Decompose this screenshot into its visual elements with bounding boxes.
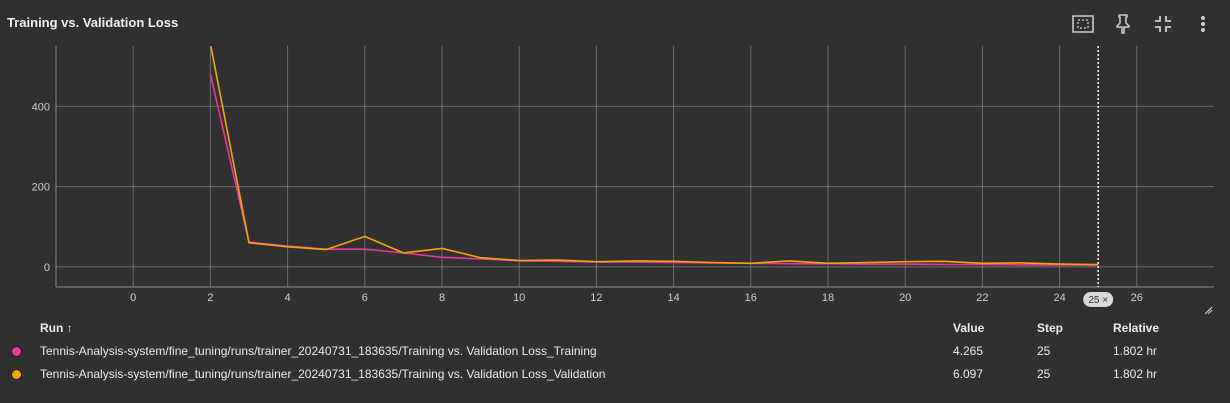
y-tick-label: 0 [44,262,50,274]
hover-step-label: 25 × [1088,295,1108,306]
x-tick-label: 14 [667,292,679,304]
series-line-validation [209,46,1099,266]
step-cell: 25 [1037,367,1051,381]
header-step: Step [1037,321,1064,335]
hover-marker: 25 × [1083,46,1114,307]
x-tick-label: 18 [822,292,834,304]
table-header: Run ↑ Value Step Relative [0,320,1230,338]
header-relative: Relative [1113,321,1160,335]
table-row[interactable]: Tennis-Analysis-system/fine_tuning/runs/… [0,343,1230,361]
collapse-button[interactable] [1150,11,1176,37]
header-run[interactable]: Run ↑ [40,321,73,335]
x-tick-label: 2 [207,292,213,304]
relative-cell: 1.802 hr [1113,367,1158,381]
hover-step-badge [1083,292,1114,307]
more-options-button[interactable] [1190,11,1216,37]
chart-toolbar [1070,11,1230,37]
relative-cell: 1.802 hr [1113,344,1158,358]
value-cell: 4.265 [953,344,984,358]
x-tick-label: 22 [976,292,988,304]
y-tick-label: 400 [32,101,50,113]
chart-title: Training vs. Validation Loss [7,15,179,30]
x-tick-label: 8 [439,292,445,304]
resize-handle-icon[interactable] [1204,306,1213,315]
header-value: Value [953,321,985,335]
x-tick-label: 6 [362,292,368,304]
series-color-dot [11,369,22,380]
x-tick-label: 12 [590,292,602,304]
run-name: Tennis-Analysis-system/fine_tuning/runs/… [40,344,597,358]
x-tick-label: 26 [1131,292,1143,304]
table-row[interactable]: Tennis-Analysis-system/fine_tuning/runs/… [0,366,1230,384]
grid-lines [55,46,1214,288]
fit-domain-button[interactable] [1070,11,1096,37]
x-tick-label: 0 [130,292,136,304]
x-tick-label: 4 [285,292,291,304]
fit-domain-icon [1072,15,1094,33]
step-cell: 25 [1037,344,1051,358]
series-line-training [209,73,1099,266]
collapse-icon [1155,16,1171,32]
x-tick-label: 20 [899,292,911,304]
y-tick-label: 200 [32,182,50,194]
x-tick-label: 24 [1053,292,1065,304]
run-name: Tennis-Analysis-system/fine_tuning/runs/… [40,367,606,381]
x-tick-label: 10 [513,292,525,304]
value-cell: 6.097 [953,367,984,381]
series-color-dot [11,346,22,357]
pin-icon [1116,14,1130,34]
more-vert-icon [1201,16,1205,32]
pin-button[interactable] [1110,11,1136,37]
x-tick-label: 16 [745,292,757,304]
series-lines [209,46,1099,266]
